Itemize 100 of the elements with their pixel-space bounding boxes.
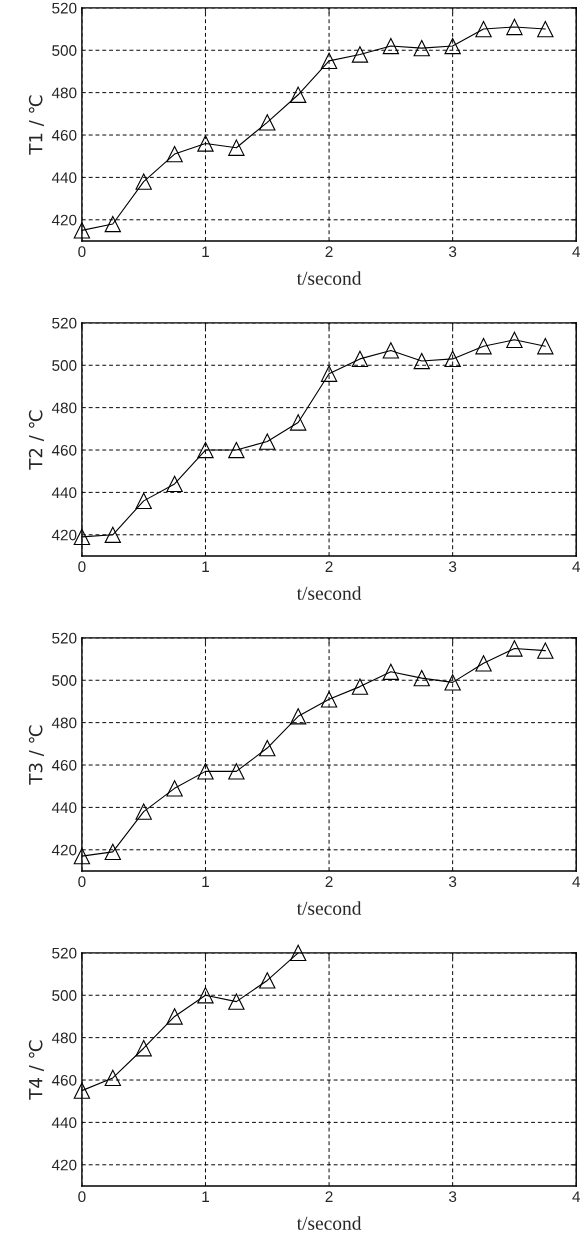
- x-tick-label: 3: [448, 561, 457, 573]
- point: [506, 331, 523, 349]
- point: [104, 1069, 121, 1087]
- x-tick-label: 1: [202, 561, 209, 572]
- point: [475, 337, 492, 355]
- point: [537, 337, 554, 355]
- y-axis-title: T4 / ℃: [28, 1040, 44, 1100]
- x-axis-title: t/second: [296, 901, 362, 915]
- point: [413, 669, 430, 687]
- x-tick-label: 2: [325, 1191, 333, 1202]
- y-tick-label: 440: [51, 1117, 77, 1129]
- point: [259, 114, 276, 131]
- y-tick-label: 440: [51, 802, 77, 814]
- y-tick-label: 460: [51, 1074, 77, 1086]
- x-tick-label: 2: [325, 876, 333, 887]
- x-tick-label: 3: [448, 876, 457, 888]
- y-axis-title: T3 / ℃: [28, 725, 44, 785]
- point: [135, 492, 152, 510]
- point: [259, 972, 276, 989]
- y-tick-label: 480: [51, 717, 77, 729]
- point: [289, 86, 307, 103]
- y-tick-label: 420: [51, 1159, 77, 1171]
- point: [259, 433, 276, 450]
- y-tick-label: 500: [52, 360, 77, 371]
- y-tick-label: 520: [52, 317, 77, 329]
- point: [537, 20, 554, 38]
- point: [259, 739, 276, 757]
- point: [537, 642, 554, 659]
- point: [228, 993, 245, 1010]
- point: [228, 441, 245, 459]
- point: [444, 674, 461, 691]
- x-axis-title: t/second: [296, 271, 362, 285]
- point: [475, 655, 492, 672]
- point: [228, 139, 245, 156]
- point: [166, 475, 183, 493]
- x-tick-label: 2: [325, 246, 333, 257]
- x-tick-label: 4: [572, 246, 581, 257]
- x-axis-title: t/second: [296, 586, 362, 600]
- point: [506, 18, 523, 36]
- x-tick-label: 0: [78, 1191, 86, 1203]
- x-tick-label: 3: [448, 1191, 457, 1203]
- point: [351, 46, 369, 63]
- point: [413, 39, 430, 57]
- x-tick-label: 2: [325, 561, 333, 572]
- point: [289, 708, 307, 725]
- x-tick-label: 0: [78, 876, 86, 888]
- y-axis-title: T2 / ℃: [28, 410, 44, 470]
- point: [506, 640, 523, 657]
- y-tick-label: 480: [51, 1032, 77, 1044]
- y-axis-title: T1 / ℃: [28, 95, 44, 155]
- point: [166, 1008, 183, 1025]
- point: [289, 944, 307, 962]
- y-tick-label: 520: [52, 632, 77, 644]
- y-tick-label: 500: [52, 45, 77, 56]
- x-tick-label: 1: [202, 246, 209, 257]
- point: [382, 37, 400, 55]
- x-tick-label: 3: [448, 246, 457, 258]
- point: [197, 763, 214, 780]
- y-tick-label: 420: [51, 529, 77, 541]
- point: [166, 780, 183, 797]
- point: [382, 663, 400, 680]
- point: [289, 414, 307, 431]
- y-tick-label: 520: [52, 2, 77, 14]
- point: [382, 342, 400, 359]
- y-tick-label: 480: [51, 402, 77, 414]
- y-tick-label: 440: [51, 172, 77, 184]
- y-tick-label: 460: [51, 444, 77, 456]
- point: [197, 987, 214, 1004]
- point: [166, 145, 183, 163]
- y-tick-label: 440: [51, 487, 77, 499]
- y-tick-label: 480: [51, 87, 77, 99]
- y-tick-label: 500: [52, 990, 77, 1001]
- point: [444, 350, 461, 368]
- point: [197, 441, 214, 459]
- x-tick-label: 4: [572, 561, 581, 572]
- x-axis-title: t/second: [296, 1216, 362, 1230]
- point: [228, 763, 245, 780]
- point: [444, 37, 461, 55]
- point: [135, 803, 152, 820]
- point: [320, 365, 338, 382]
- y-tick-label: 420: [51, 214, 77, 226]
- point: [197, 135, 214, 152]
- point: [104, 526, 121, 543]
- point: [351, 678, 369, 695]
- y-tick-label: 460: [51, 759, 77, 771]
- x-tick-label: 4: [572, 876, 581, 887]
- x-tick-label: 0: [78, 246, 86, 258]
- point: [320, 52, 338, 70]
- x-tick-label: 4: [572, 1191, 581, 1202]
- point: [320, 691, 338, 708]
- point: [135, 1040, 152, 1057]
- point: [104, 215, 121, 233]
- x-tick-label: 0: [78, 561, 86, 573]
- y-tick-label: 500: [52, 675, 77, 686]
- y-tick-label: 520: [52, 947, 77, 959]
- x-tick-label: 1: [202, 876, 209, 887]
- point: [104, 843, 121, 861]
- y-tick-label: 420: [51, 844, 77, 856]
- point: [413, 352, 430, 370]
- point: [475, 20, 492, 38]
